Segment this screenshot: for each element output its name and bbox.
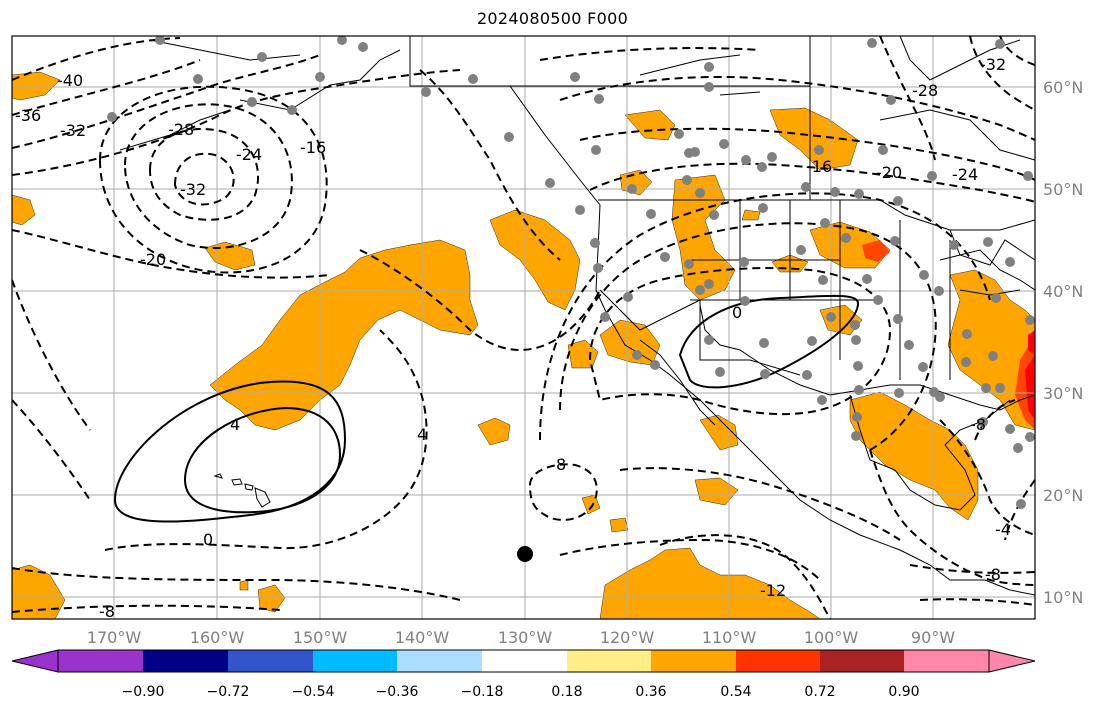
lon-label: 130°W (498, 628, 553, 647)
contour-label: -36 (15, 106, 41, 125)
contour-label: 0 (203, 530, 213, 549)
colorbar-segment (820, 650, 904, 672)
contour-label: 4 (417, 425, 427, 444)
contour-labels: -40 -36 -32 -28 -24 -16 -32 -20 4 0 4 8 … (15, 55, 1011, 621)
contour-label: -4 (995, 520, 1011, 539)
map-frame (11, 35, 1036, 620)
contour-label: -32 (180, 180, 206, 199)
dashed-contour-lines (12, 36, 1035, 619)
colorbar-segment (58, 650, 143, 672)
lon-label: 170°W (87, 628, 142, 647)
contour-label: -20 (876, 163, 902, 182)
contour-label: -24 (236, 145, 262, 164)
lon-label: 90°W (911, 628, 955, 647)
contour-label: -16 (806, 157, 832, 176)
contour-label: -32 (980, 55, 1006, 74)
contour-label: -12 (760, 581, 786, 600)
colorbar-tick-label: 0.18 (551, 684, 582, 700)
contour-label: -28 (912, 81, 938, 100)
colorbar-tick-label: −0.90 (122, 684, 165, 700)
lon-label: 100°W (804, 628, 859, 647)
colorbar-segment (143, 650, 228, 672)
colorbar-segment (567, 650, 651, 672)
colorbar-tick-label: −0.72 (207, 684, 250, 700)
contour-label: -40 (57, 71, 83, 90)
colorbar-segment (651, 650, 736, 672)
lon-label: 120°W (600, 628, 655, 647)
lon-label: 150°W (293, 628, 348, 647)
contour-label: -32 (60, 121, 86, 140)
strong-anomaly-shading (862, 240, 1035, 430)
colorbar-segment (313, 650, 397, 672)
lon-label: 160°W (190, 628, 245, 647)
lon-label: 110°W (702, 628, 757, 647)
contour-label: -8 (99, 602, 115, 621)
colorbar-segment (482, 650, 567, 672)
colorbar-tick-label: −0.36 (376, 684, 419, 700)
contour-lines (113, 294, 860, 523)
lat-label: 40°N (1043, 282, 1083, 301)
storm-center-marker (517, 546, 533, 562)
colorbar-tick-label: −0.54 (292, 684, 335, 700)
colorbar-extend-low (11, 649, 59, 673)
contour-label: -24 (952, 165, 978, 184)
hawaii-islands (213, 473, 271, 508)
lat-label: 30°N (1043, 384, 1083, 403)
colorbar-frame (57, 649, 990, 673)
lat-label: 50°N (1043, 180, 1083, 199)
colorbar: −0.90 −0.72 −0.54 −0.36 −0.18 0.18 0.36 … (11, 649, 1036, 700)
colorbar-segment (397, 650, 482, 672)
contour-label: -20 (140, 250, 166, 269)
latitude-axis: 60°N 50°N 40°N 30°N 20°N 10°N (1043, 78, 1083, 607)
map-plot-area: -40 -36 -32 -28 -24 -16 -32 -20 4 0 4 8 … (12, 36, 1035, 621)
contour-label: 0 (732, 303, 742, 322)
map-gridlines (12, 36, 1035, 619)
coastlines (119, 36, 1035, 596)
longitude-axis: 170°W 160°W 150°W 140°W 130°W 120°W 110°… (87, 628, 955, 647)
lat-label: 20°N (1043, 486, 1083, 505)
contour-label: -8 (985, 565, 1001, 584)
lat-label: 10°N (1043, 588, 1083, 607)
colorbar-tick-label: 0.72 (804, 684, 835, 700)
colorbar-segment (904, 650, 989, 672)
contour-label: -16 (300, 138, 326, 157)
colorbar-segment (228, 650, 313, 672)
map-title: 2024080500 F000 (476, 9, 629, 28)
colorbar-extend-high (988, 649, 1036, 673)
contour-label: 4 (230, 415, 240, 434)
colorbar-tick-label: 0.54 (720, 684, 751, 700)
colorbar-tick-label: 0.90 (888, 684, 919, 700)
contour-label: -28 (168, 120, 194, 139)
colorbar-tick-label: 0.36 (635, 684, 666, 700)
contour-label: -8 (970, 415, 986, 434)
lat-label: 60°N (1043, 78, 1083, 97)
station-markers (107, 36, 1035, 509)
colorbar-segment (736, 650, 820, 672)
colorbar-tick-label: −0.18 (461, 684, 504, 700)
contour-label: 8 (556, 455, 566, 474)
lon-label: 140°W (395, 628, 450, 647)
